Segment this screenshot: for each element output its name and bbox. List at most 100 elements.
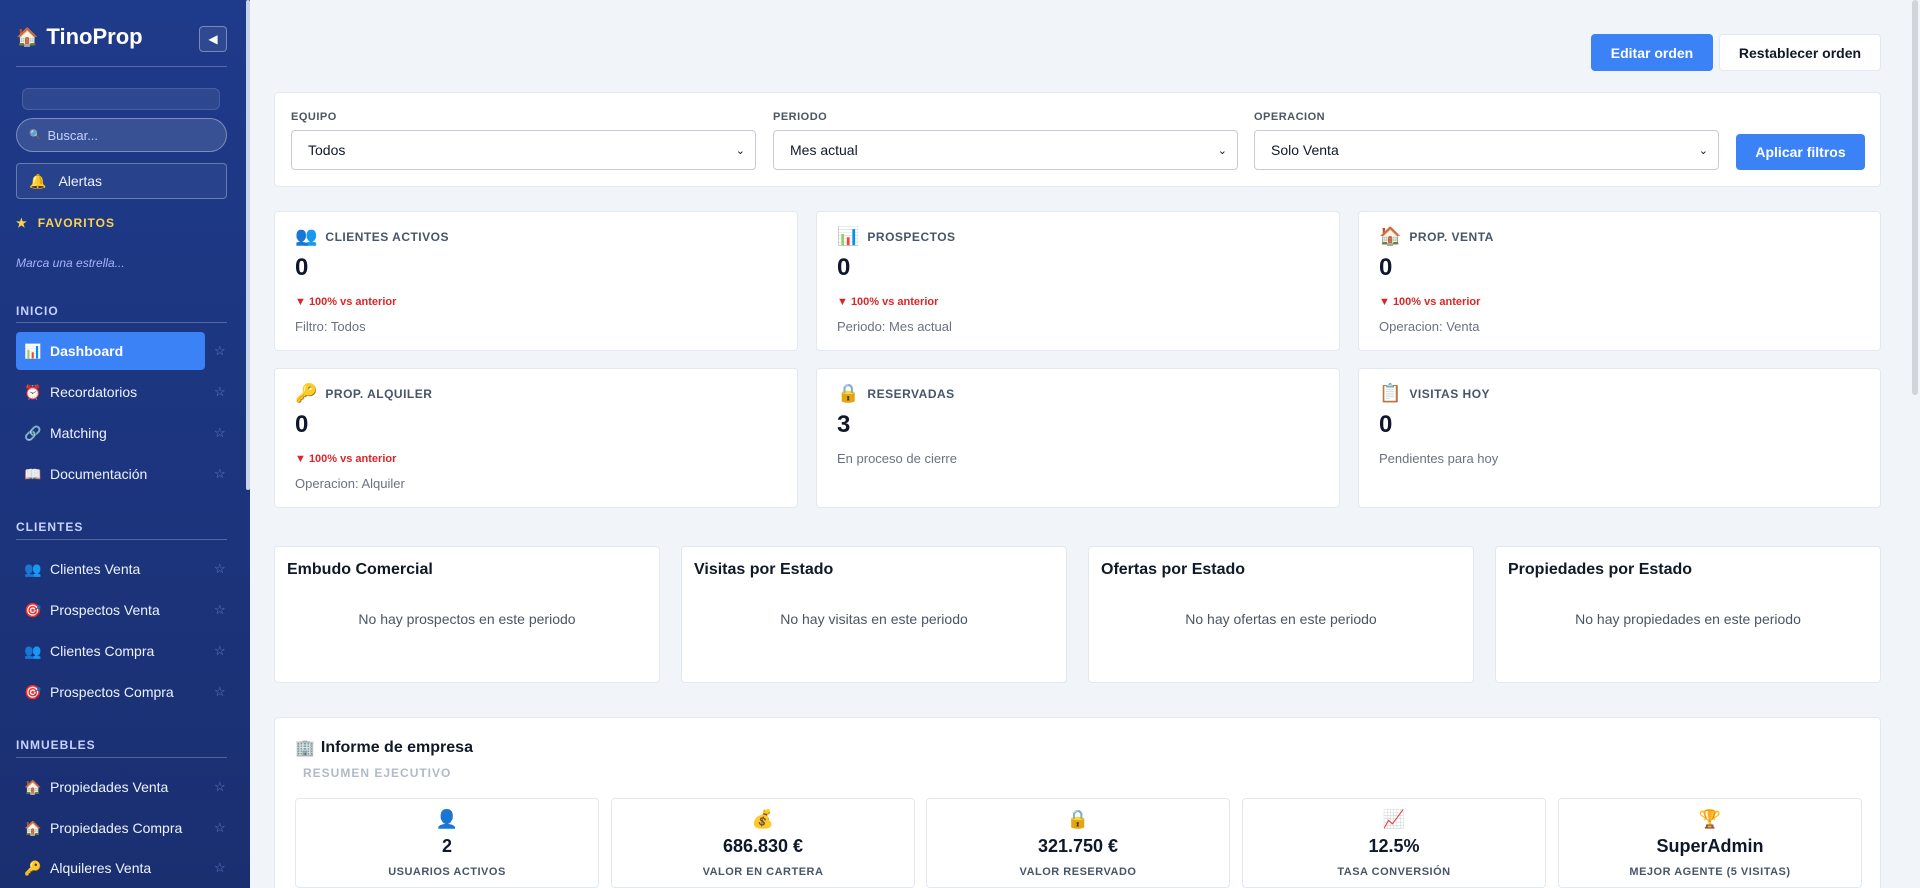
panel-visitas-por-estado: Visitas por Estado No hay visitas en est…: [681, 546, 1067, 683]
stat-card-prospectos[interactable]: 📊 PROSPECTOS 0 ▼ 100% vs anterior Periodo…: [816, 211, 1340, 351]
chevron-left-icon: ◀: [208, 32, 218, 46]
kpi-tasa-conversion: 📈 12.5% TASA CONVERSIÓN: [1242, 798, 1546, 888]
chevron-down-icon: ⌄: [735, 144, 745, 157]
star-icon: ★: [16, 216, 28, 230]
favorite-star-icon[interactable]: ☆: [214, 643, 226, 658]
sidebar-item-matching[interactable]: 🔗 Matching: [16, 414, 205, 452]
favorite-star-icon[interactable]: ☆: [214, 684, 226, 699]
edit-order-button[interactable]: Editar orden: [1591, 34, 1713, 71]
filters-card: EQUIPO Todos ⌄ PERIODO Mes actual ⌄ OPER…: [274, 92, 1881, 187]
stat-delta: ▼ 100% vs anterior: [837, 296, 939, 308]
money-bag-icon: 💰: [751, 809, 775, 829]
empty-state: No hay visitas en este periodo: [780, 611, 968, 627]
kpi-value: 686.830 €: [722, 836, 804, 856]
apply-filters-button[interactable]: Aplicar filtros: [1736, 134, 1865, 170]
stat-label: CLIENTES ACTIVOS: [325, 229, 449, 244]
kpi-value: 2: [441, 836, 452, 856]
sidebar-item-prospectos-venta[interactable]: 🎯 Prospectos Venta: [16, 591, 205, 629]
lock-icon: 🔒: [1066, 809, 1090, 829]
kpi-label: USUARIOS ACTIVOS: [388, 866, 506, 878]
stat-value: 0: [295, 254, 309, 281]
sidebar-item-recordatorios[interactable]: ⏰ Recordatorios: [16, 373, 205, 411]
favorite-star-icon[interactable]: ☆: [214, 779, 226, 794]
sidebar-item-alquileres-venta[interactable]: 🔑 Alquileres Venta: [16, 849, 205, 887]
chevron-down-icon: ⌄: [1217, 144, 1227, 157]
kpi-value: SuperAdmin: [1656, 836, 1764, 856]
operacion-select[interactable]: Solo Venta ⌄: [1254, 130, 1719, 170]
stat-delta: ▼ 100% vs anterior: [1379, 296, 1481, 308]
alerts-button[interactable]: 🔔 Alertas: [16, 163, 227, 199]
stat-subtext: Pendientes para hoy: [1379, 451, 1499, 466]
house-icon: 🏠: [16, 26, 39, 47]
stat-subtext: Filtro: Todos: [295, 319, 366, 334]
sidebar-item-label: Clientes Venta: [50, 561, 141, 577]
stat-subtext: Operacion: Venta: [1379, 319, 1480, 334]
sidebar-item-clientes-compra[interactable]: 👥 Clientes Compra: [16, 632, 205, 670]
kpi-label: TASA CONVERSIÓN: [1337, 866, 1451, 878]
stat-label: VISITAS HOY: [1409, 386, 1491, 401]
search-icon: 🔍: [29, 129, 42, 141]
sidebar-item-dashboard[interactable]: 📊 Dashboard: [16, 332, 205, 370]
favorites-label: FAVORITOS: [37, 216, 115, 230]
stat-label: PROSPECTOS: [867, 229, 956, 244]
chevron-down-icon: ⌄: [1698, 144, 1708, 157]
section-clientes: CLIENTES: [16, 520, 84, 534]
favorite-star-icon[interactable]: ☆: [214, 425, 226, 440]
favorite-star-icon[interactable]: ☆: [214, 561, 226, 576]
sidebar-item-label: Prospectos Venta: [50, 602, 160, 618]
sidebar-item-prospectos-compra[interactable]: 🎯 Prospectos Compra: [16, 673, 205, 711]
favorite-star-icon[interactable]: ☆: [214, 384, 226, 399]
favorite-star-icon[interactable]: ☆: [214, 860, 226, 875]
target-icon: 🎯: [24, 683, 42, 700]
favorite-star-icon[interactable]: ☆: [214, 820, 226, 835]
stat-card-prop-venta[interactable]: 🏠 PROP. VENTA 0 ▼ 100% vs anterior Operac…: [1358, 211, 1881, 351]
stat-card-reservadas[interactable]: 🔒 RESERVADAS 3 En proceso de cierre: [816, 368, 1340, 508]
periodo-value: Mes actual: [790, 142, 858, 158]
favorite-star-icon[interactable]: ☆: [214, 466, 226, 481]
favorite-star-icon[interactable]: ☆: [214, 602, 226, 617]
brand[interactable]: 🏠 TinoProp: [16, 24, 143, 50]
sidebar-item-propiedades-venta[interactable]: 🏠 Propiedades Venta: [16, 768, 205, 806]
stat-delta: ▼ 100% vs anterior: [295, 296, 397, 308]
alarm-clock-icon: ⏰: [24, 383, 42, 400]
divider: [16, 66, 227, 67]
book-icon: 📖: [24, 465, 42, 482]
collapse-sidebar-button[interactable]: ◀: [199, 26, 227, 52]
kpi-value: 321.750 €: [1037, 836, 1119, 856]
link-icon: 🔗: [24, 424, 42, 441]
search-input[interactable]: 🔍 Buscar...: [16, 118, 227, 152]
sidebar-item-propiedades-compra[interactable]: 🏠 Propiedades Compra: [16, 809, 205, 847]
divider: [16, 757, 227, 758]
stat-card-prop-alquiler[interactable]: 🔑 PROP. ALQUILER 0 ▼ 100% vs anterior Ope…: [274, 368, 798, 508]
page-scrollbar[interactable]: [1912, 0, 1918, 395]
reset-order-button[interactable]: Restablecer orden: [1719, 34, 1881, 71]
sidebar-item-documentacion[interactable]: 📖 Documentación: [16, 455, 205, 493]
periodo-select[interactable]: Mes actual ⌄: [773, 130, 1238, 170]
stat-label: PROP. VENTA: [1409, 229, 1494, 244]
stat-value: 3: [837, 411, 851, 438]
sidebar-item-label: Alquileres Venta: [50, 860, 152, 876]
panel-title: Propiedades por Estado: [1508, 561, 1693, 578]
sidebar-item-clientes-venta[interactable]: 👥 Clientes Venta: [16, 550, 205, 588]
sidebar-item-label: Propiedades Compra: [50, 820, 183, 836]
favorite-star-icon[interactable]: ☆: [214, 343, 226, 358]
kpi-valor-en-cartera: 💰 686.830 € VALOR EN CARTERA: [611, 798, 915, 888]
divider: [16, 322, 227, 323]
search-placeholder: Buscar...: [47, 127, 99, 143]
workspace-field[interactable]: [22, 88, 220, 110]
stat-card-visitas-hoy[interactable]: 📋 VISITAS HOY 0 Pendientes para hoy: [1358, 368, 1881, 508]
stat-subtext: Operacion: Alquiler: [295, 476, 405, 491]
panel-ofertas-por-estado: Ofertas por Estado No hay ofertas en est…: [1088, 546, 1474, 683]
sidebar-scrollbar[interactable]: [246, 0, 250, 490]
kpi-label: VALOR RESERVADO: [1019, 866, 1137, 878]
panel-propiedades-por-estado: Propiedades por Estado No hay propiedade…: [1495, 546, 1881, 683]
kpi-mejor-agente: 🏆 SuperAdmin MEJOR AGENTE (5 VISITAS): [1558, 798, 1862, 888]
target-icon: 🎯: [24, 601, 42, 618]
kpi-label: VALOR EN CARTERA: [702, 866, 824, 878]
sidebar-item-label: Clientes Compra: [50, 643, 155, 659]
sidebar-item-label: Dashboard: [50, 343, 124, 359]
stat-value: 0: [295, 411, 309, 438]
operacion-value: Solo Venta: [1271, 142, 1339, 158]
equipo-select[interactable]: Todos ⌄: [291, 130, 756, 170]
stat-card-clientes-activos[interactable]: 👥 CLIENTES ACTIVOS 0 ▼ 100% vs anterior F…: [274, 211, 798, 351]
